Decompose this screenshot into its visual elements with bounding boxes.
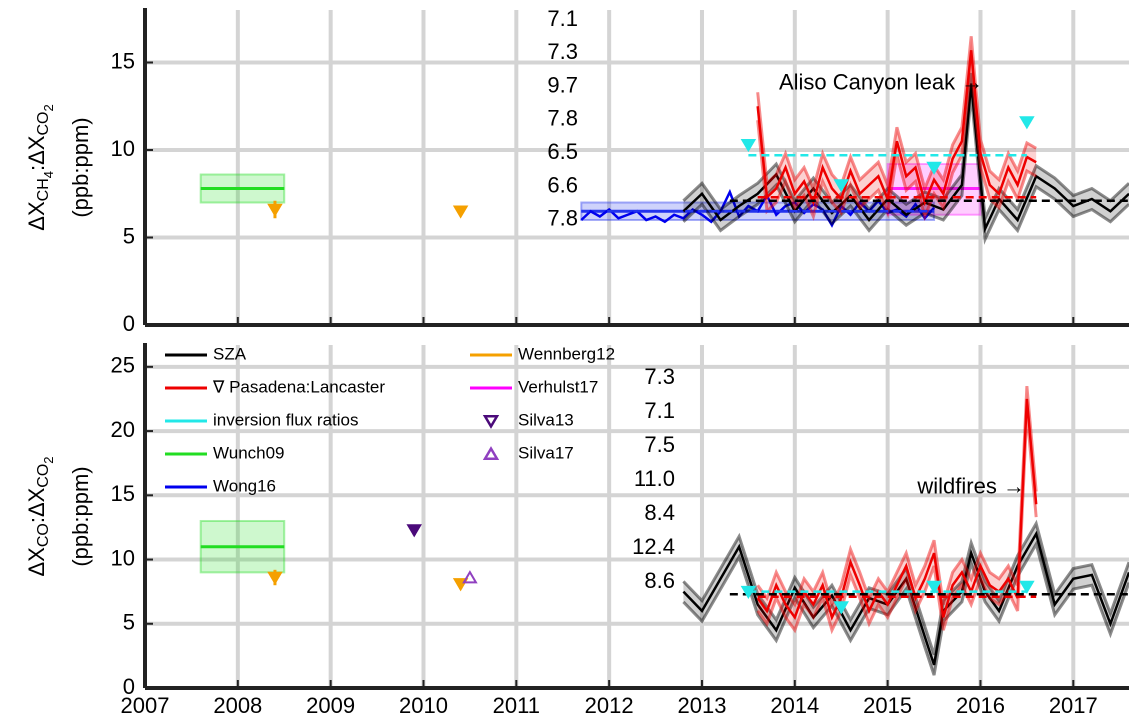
y-label-part: :ΔX	[24, 487, 49, 523]
x-tick-label: 2010	[399, 693, 448, 718]
ratio-label: 7.3	[644, 364, 675, 389]
annotation: wildfires →	[916, 473, 1025, 498]
y-tick-label: 20	[111, 417, 135, 442]
x-tick-label: 2014	[770, 693, 819, 718]
ratio-label: 12.4	[632, 534, 675, 559]
ratio-label: 8.6	[644, 568, 675, 593]
legend-label: Wunch09	[213, 443, 285, 462]
y-label-part: ΔX	[24, 547, 49, 577]
y-tick-label: 0	[123, 674, 135, 699]
x-tick-label: 2007	[121, 693, 170, 718]
ratio-label: 7.1	[644, 398, 675, 423]
y-tick-label: 10	[111, 136, 135, 161]
marker	[926, 580, 942, 594]
error-band	[683, 73, 1129, 240]
y-label-part: CO	[35, 112, 52, 136]
ratio-label: 6.5	[547, 139, 578, 164]
marker	[1019, 580, 1035, 594]
y-tick-label: 15	[111, 481, 135, 506]
y-label-part: :ΔX	[24, 135, 49, 171]
y-label-part: 2	[41, 104, 56, 111]
ratio-label: 7.1	[547, 6, 578, 31]
marker	[833, 179, 849, 193]
ratio-label: 9.7	[547, 72, 578, 97]
marker	[462, 570, 478, 584]
legend-label: Silva17	[518, 443, 574, 462]
x-tick-label: 2016	[956, 693, 1005, 718]
band-edge	[682, 540, 1129, 676]
error-band	[757, 36, 1037, 217]
y-label-part: CH	[35, 178, 52, 201]
ratio-label: 7.8	[547, 206, 578, 231]
legend-swatch	[482, 414, 500, 429]
data-layer	[199, 385, 1129, 676]
legend-label: inversion flux ratios	[213, 410, 359, 429]
marker	[833, 601, 849, 615]
marker	[740, 585, 757, 600]
ratio-label: 7.3	[547, 39, 578, 64]
marker	[267, 571, 283, 585]
y-label-part: ΔX	[24, 201, 49, 231]
y-label-part: CO	[35, 523, 52, 547]
ratio-label: 6.6	[547, 172, 578, 197]
marker	[267, 203, 283, 217]
band-edge	[682, 519, 1129, 656]
series-line	[682, 83, 1129, 234]
legend-label: ∇ Pasadena:Lancaster	[212, 377, 385, 396]
data-layer	[199, 36, 1129, 245]
y-label-part: 4	[41, 171, 56, 178]
y-axis-label: ΔXCO:ΔXCO2	[24, 456, 57, 576]
legend-label: Silva13	[518, 410, 574, 429]
panel: 2007 2008 2009 2010 2011 2012 2013 2014 2015 2016…	[24, 343, 1129, 718]
legend-label: Verhulst17	[518, 377, 598, 396]
y-axis-units: (ppb:ppm)	[68, 117, 93, 217]
y-label-part: 2	[41, 456, 56, 463]
legend-swatch	[482, 446, 500, 461]
panel: 0 5 10 15 ΔXCH4:ΔXCO2 (ppb:ppm) 7.1 7.3 9.7 7.8 6.…	[24, 6, 1129, 336]
y-tick-label: 5	[123, 223, 135, 248]
legend-label: Wong16	[213, 476, 276, 495]
series-line	[756, 50, 1037, 207]
y-tick-label: 10	[111, 545, 135, 570]
series-line	[682, 530, 1129, 666]
x-tick-label: 2008	[213, 693, 262, 718]
ratio-label: 11.0	[634, 466, 675, 491]
marker	[740, 138, 757, 153]
annotation: Aliso Canyon leak →	[779, 69, 983, 94]
y-axis-units: (ppb:ppm)	[68, 466, 93, 566]
y-label-part: CO	[35, 464, 52, 488]
marker	[926, 161, 942, 175]
band-edge	[756, 411, 1038, 635]
x-tick-label: 2011	[493, 693, 540, 718]
ratio-label: 8.4	[644, 500, 675, 525]
y-tick-label: 5	[123, 610, 135, 635]
y-tick-label: 0	[123, 311, 135, 336]
marker	[452, 205, 469, 219]
error-band	[683, 523, 1129, 676]
x-tick-label: 2013	[678, 693, 727, 718]
x-tick-label: 2012	[585, 693, 634, 718]
x-tick-label: 2017	[1049, 693, 1098, 718]
marker	[406, 524, 422, 538]
legend-label: Wennberg12	[518, 344, 615, 363]
x-tick-label: 2015	[863, 693, 912, 718]
ratio-label: 7.5	[644, 432, 675, 457]
y-tick-label: 25	[111, 353, 135, 378]
y-axis-label: ΔXCH4:ΔXCO2	[24, 104, 57, 230]
band-edge	[756, 36, 1037, 194]
x-tick-label: 2009	[306, 693, 355, 718]
legend-label: SZA	[213, 344, 247, 363]
ratio-label: 7.8	[547, 106, 578, 131]
marker	[1019, 116, 1035, 130]
y-tick-label: 15	[111, 48, 135, 73]
band-edge	[756, 385, 1038, 609]
